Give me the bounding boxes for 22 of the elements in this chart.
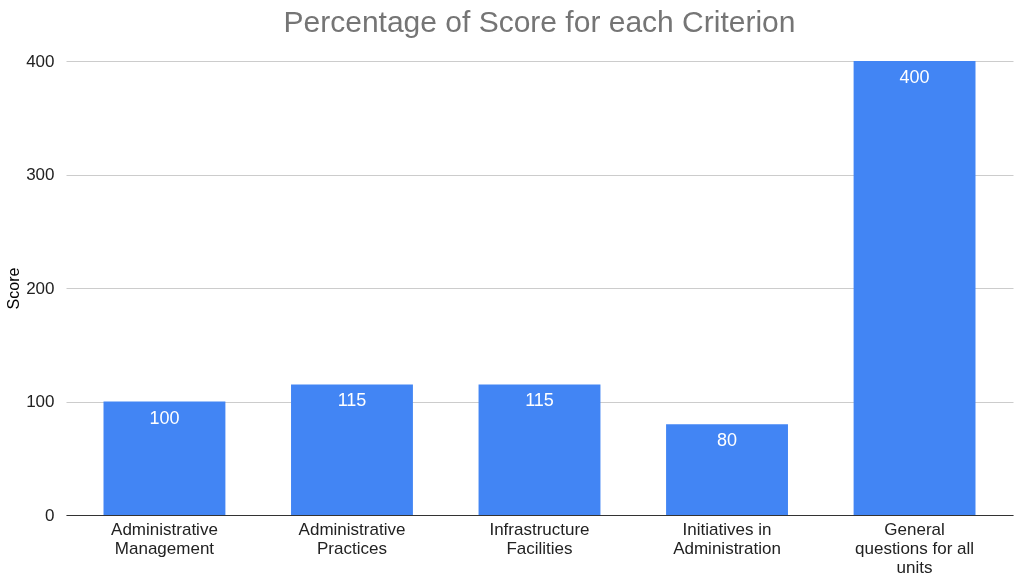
data-label: 80 <box>717 430 738 451</box>
y-tick-label: 100 <box>26 392 55 411</box>
bar <box>291 384 413 515</box>
data-label: 400 <box>899 67 930 87</box>
data-label: 115 <box>525 390 554 411</box>
chart-title: Percentage of Score for each Criterion <box>283 5 796 38</box>
x-tick-label: Administrative Management <box>111 519 218 558</box>
y-tick-label: 200 <box>26 278 55 298</box>
x-tick-label: Initiatives in Administration <box>673 519 781 558</box>
y-axis-title: Score <box>5 267 23 310</box>
data-label: 115 <box>337 390 367 411</box>
y-tick-label: 300 <box>26 165 55 184</box>
bar <box>103 401 226 515</box>
bar <box>478 384 601 515</box>
x-tick-label: Infrastructure Facilities <box>489 519 590 558</box>
x-tick-label: General questions for all units <box>855 519 975 577</box>
y-tick-label: 0 <box>45 505 55 525</box>
bar <box>853 61 976 515</box>
bar <box>666 424 788 515</box>
data-label: 100 <box>149 407 180 428</box>
x-tick-label: Administrative Practices <box>298 519 406 558</box>
y-tick-label: 400 <box>26 51 55 71</box>
